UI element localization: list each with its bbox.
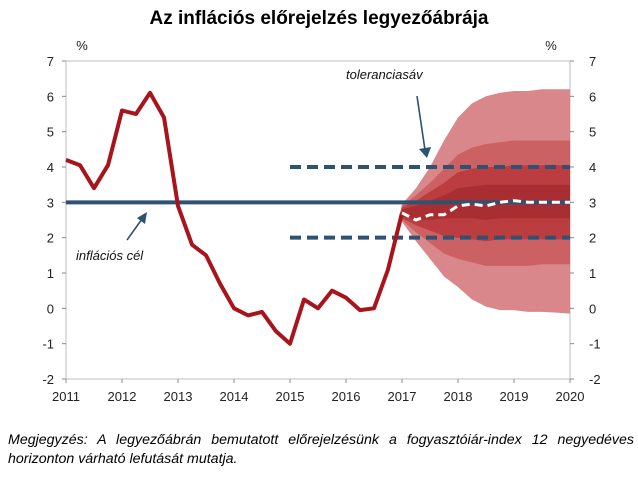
series-forecast-median [401, 199, 570, 222]
x-tick-label: 2017 [388, 389, 417, 404]
y-tick-right-label: 3 [589, 195, 596, 210]
right-unit-label: % [545, 38, 557, 53]
fan-band-4 [388, 184, 570, 270]
fan-chart: Az inflációs előrejelzés legyezőábrája %… [42, 8, 601, 404]
y-axis-right-labels: -2 -1 0 1 2 3 4 5 6 7 [589, 54, 601, 387]
y-tick-left-label: 3 [47, 195, 54, 210]
tolerance-arrow-head [419, 147, 431, 158]
y-tick-left-label: -1 [42, 337, 54, 352]
axis-ticks [62, 60, 574, 383]
y-tick-right-label: -2 [589, 372, 601, 387]
y-tick-left-label: 5 [47, 125, 54, 140]
y-tick-left-label: 1 [47, 266, 54, 281]
y-tick-right-label: 0 [589, 301, 596, 316]
y-tick-right-label: 7 [589, 54, 596, 69]
x-tick-label: 2012 [108, 389, 137, 404]
y-tick-right-label: 2 [589, 231, 596, 246]
x-tick-label: 2015 [276, 389, 305, 404]
y-tick-left-label: 6 [47, 89, 54, 104]
x-tick-label: 2019 [500, 389, 529, 404]
y-tick-left-label: 7 [47, 54, 54, 69]
x-tick-label: 2020 [556, 389, 585, 404]
tolerance-band-label: toleranciasáv [346, 67, 424, 82]
series-cpi-actual [65, 90, 404, 346]
x-tick-label: 2018 [444, 389, 473, 404]
chart-footnote: Megjegyzés: A legyezőábrán bemutatott el… [8, 432, 634, 467]
y-tick-left-label: 2 [47, 231, 54, 246]
y-tick-left-label: -2 [42, 372, 54, 387]
y-tick-right-label: 4 [589, 160, 596, 175]
y-tick-left-label: 0 [47, 301, 54, 316]
tolerance-arrow [416, 95, 426, 151]
fan-bands [388, 89, 570, 314]
target-arrow-head [137, 212, 147, 224]
y-tick-right-label: 5 [589, 125, 596, 140]
x-tick-label: 2014 [220, 389, 249, 404]
left-unit-label: % [76, 38, 88, 53]
y-tick-right-label: 6 [589, 89, 596, 104]
chart-title: Az inflációs előrejelzés legyezőábrája [150, 8, 489, 29]
y-tick-right-label: -1 [589, 337, 601, 352]
target-arrow [126, 218, 143, 241]
x-tick-label: 2016 [332, 389, 361, 404]
y-tick-left-label: 4 [47, 160, 54, 175]
x-axis-labels: 2011 2012 2013 2014 2015 2016 2017 2018 2019 2020 [52, 389, 584, 404]
x-tick-label: 2013 [164, 389, 193, 404]
y-tick-right-label: 1 [589, 266, 596, 281]
y-axis-left-labels: -2 -1 0 1 2 3 4 5 6 7 [42, 54, 54, 387]
x-tick-label: 2011 [52, 389, 80, 404]
target-label: inflációs cél [76, 248, 144, 263]
